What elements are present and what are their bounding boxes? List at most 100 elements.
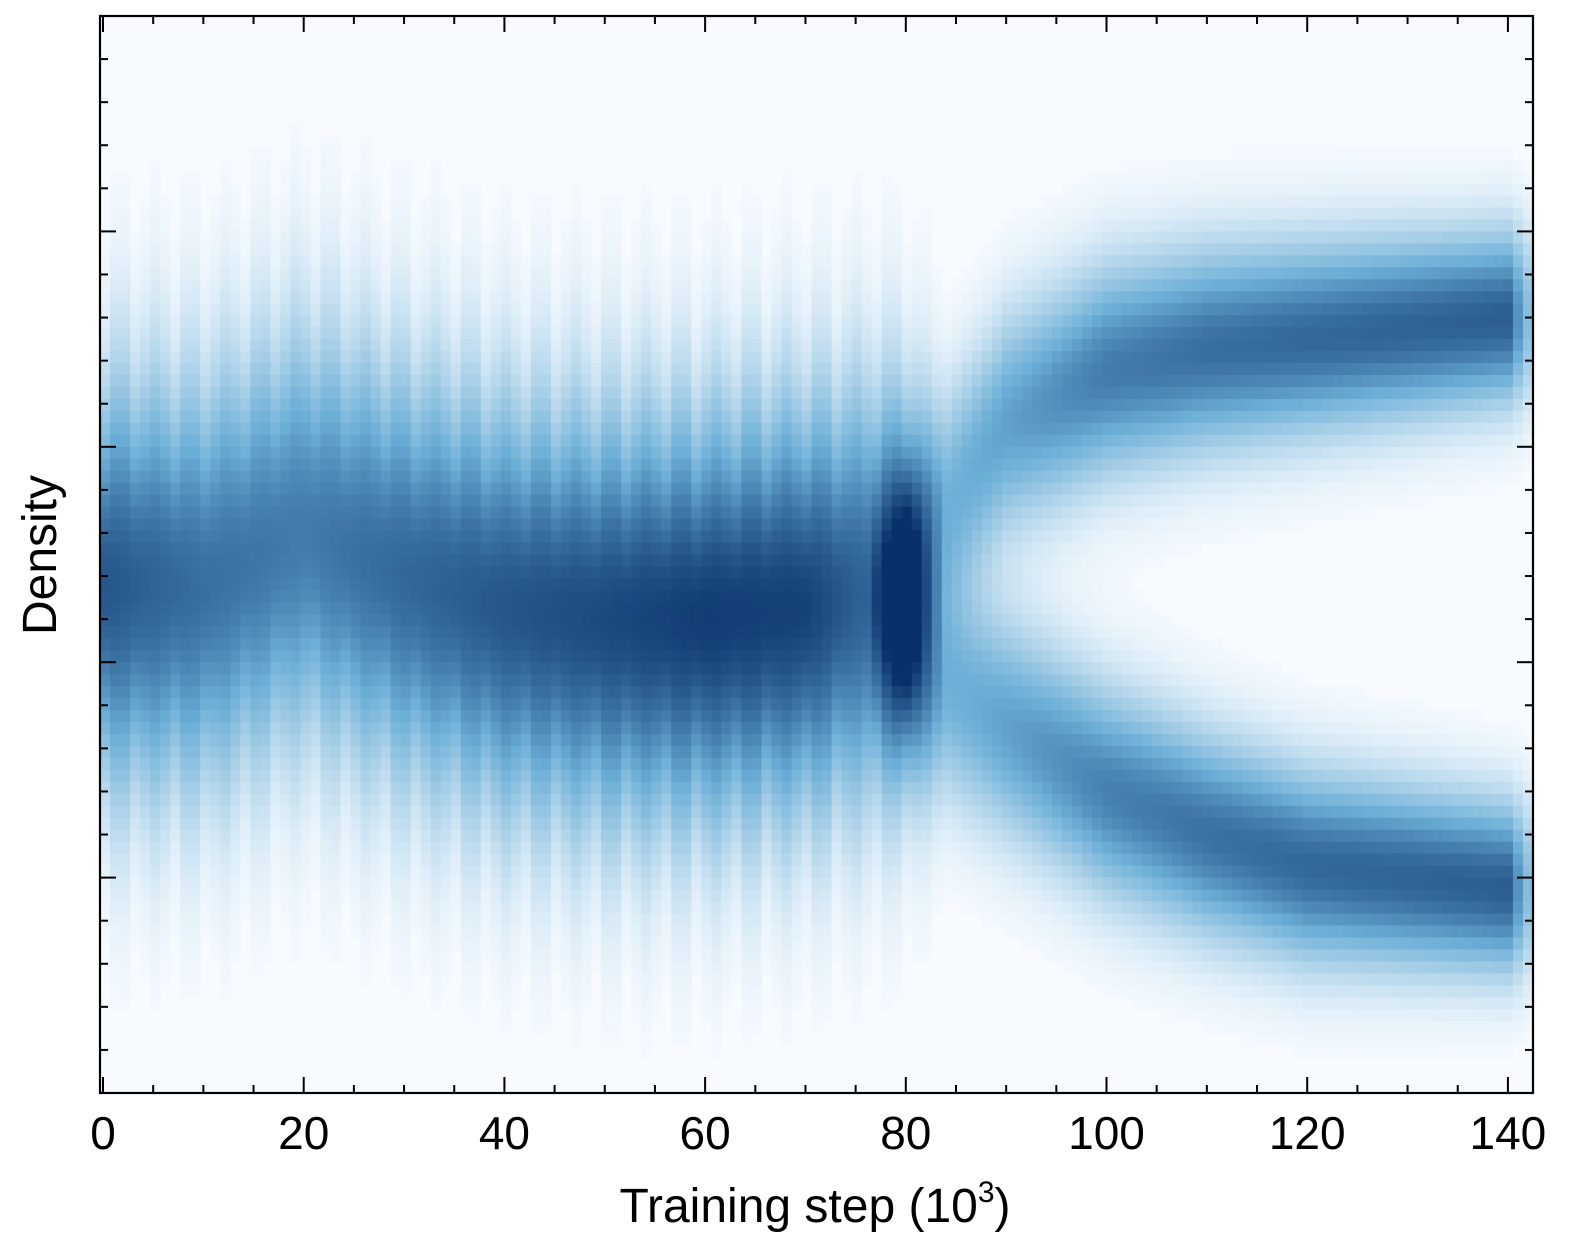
heatmap-cell	[430, 937, 442, 950]
heatmap-cell	[570, 745, 582, 759]
heatmap-cell	[671, 745, 682, 759]
heatmap-cell	[340, 710, 352, 723]
heatmap-cell	[270, 494, 281, 508]
heatmap-cell	[340, 542, 352, 556]
heatmap-cell	[400, 829, 412, 843]
heatmap-cell	[440, 458, 452, 472]
heatmap-cell	[560, 506, 572, 520]
heatmap-cell	[340, 339, 352, 352]
heatmap-cell	[140, 279, 151, 292]
heatmap-cell	[130, 446, 141, 460]
heatmap-cell	[831, 626, 843, 639]
heatmap-cell	[100, 590, 111, 603]
heatmap-cell	[470, 901, 482, 915]
heatmap-cell	[711, 901, 722, 915]
heatmap-cell	[210, 494, 221, 508]
heatmap-cell	[801, 363, 813, 376]
heatmap-cell	[400, 674, 412, 687]
heatmap-cell	[591, 638, 602, 651]
heatmap-cell	[691, 638, 702, 651]
heatmap-cell	[310, 602, 322, 615]
heatmap-cell	[450, 698, 462, 711]
heatmap-cell	[320, 674, 332, 687]
heatmap-cell	[150, 255, 161, 268]
heatmap-cell	[671, 303, 682, 316]
heatmap-cell	[340, 578, 352, 591]
heatmap-cell	[150, 985, 161, 998]
heatmap-cell	[340, 386, 352, 400]
heatmap-cell	[350, 351, 362, 364]
heatmap-cell	[611, 710, 622, 723]
heatmap-cell	[230, 638, 241, 651]
heatmap-cell	[721, 578, 732, 591]
heatmap-cell	[771, 542, 783, 556]
heatmap-cell	[791, 949, 803, 962]
heatmap-cell	[150, 841, 161, 855]
heatmap-cell	[190, 195, 201, 209]
heatmap-cell	[330, 458, 342, 472]
heatmap-cell	[380, 351, 392, 364]
heatmap-cell	[280, 171, 291, 185]
heatmap-cell	[611, 650, 622, 663]
heatmap-cell	[330, 769, 342, 783]
heatmap-cell	[851, 398, 863, 412]
heatmap-cell	[661, 434, 672, 448]
heatmap-cell	[661, 925, 672, 939]
heatmap-cell	[300, 745, 312, 759]
heatmap-cell	[200, 422, 211, 436]
heatmap-cell	[200, 303, 211, 316]
heatmap-cell	[741, 231, 752, 244]
heatmap-cell	[490, 590, 502, 603]
heatmap-cell	[140, 638, 151, 651]
heatmap-cell	[300, 817, 312, 831]
heatmap-cell	[631, 781, 642, 795]
heatmap-cell	[140, 494, 151, 508]
heatmap-cell	[120, 398, 131, 412]
heatmap-cell	[400, 159, 412, 173]
heatmap-cell	[220, 446, 231, 460]
heatmap-cell	[581, 985, 592, 998]
heatmap-cell	[530, 710, 542, 723]
heatmap-cell	[641, 997, 652, 1010]
heatmap-cell	[150, 458, 161, 472]
heatmap-cell	[310, 446, 322, 460]
heatmap-cell	[621, 255, 632, 268]
heatmap-cell	[500, 183, 512, 197]
heatmap-cell	[430, 554, 442, 568]
heatmap-cell	[240, 566, 251, 580]
heatmap-cell	[200, 363, 211, 376]
heatmap-cell	[500, 542, 512, 556]
heatmap-cell	[310, 518, 322, 532]
heatmap-cell	[781, 590, 793, 603]
heatmap-cell	[240, 291, 251, 304]
heatmap-cell	[681, 422, 692, 436]
heatmap-cell	[370, 590, 382, 603]
heatmap-cell	[540, 243, 552, 256]
heatmap-cell	[240, 255, 251, 268]
heatmap-cell	[801, 650, 813, 663]
heatmap-cell	[410, 554, 422, 568]
heatmap-cell	[671, 279, 682, 292]
heatmap-cell	[711, 949, 722, 962]
heatmap-cell	[380, 279, 392, 292]
heatmap-cell	[691, 506, 702, 520]
heatmap-cell	[631, 279, 642, 292]
heatmap-cell	[831, 375, 843, 388]
heatmap-cell	[530, 566, 542, 580]
heatmap-cell	[601, 458, 612, 472]
heatmap-cell	[120, 351, 131, 364]
heatmap-cell	[370, 279, 382, 292]
heatmap-cell	[420, 494, 432, 508]
heatmap-cell	[631, 829, 642, 843]
heatmap-cell	[771, 506, 783, 520]
heatmap-cell	[150, 363, 161, 376]
heatmap-cell	[781, 578, 793, 591]
heatmap-cell	[350, 793, 362, 807]
heatmap-cell	[741, 710, 752, 723]
heatmap-cell	[821, 973, 833, 986]
heatmap-cell	[390, 781, 402, 795]
heatmap-cell	[500, 1021, 512, 1034]
heatmap-cell	[260, 781, 271, 795]
heatmap-cell	[591, 817, 602, 831]
heatmap-cell	[781, 626, 793, 639]
